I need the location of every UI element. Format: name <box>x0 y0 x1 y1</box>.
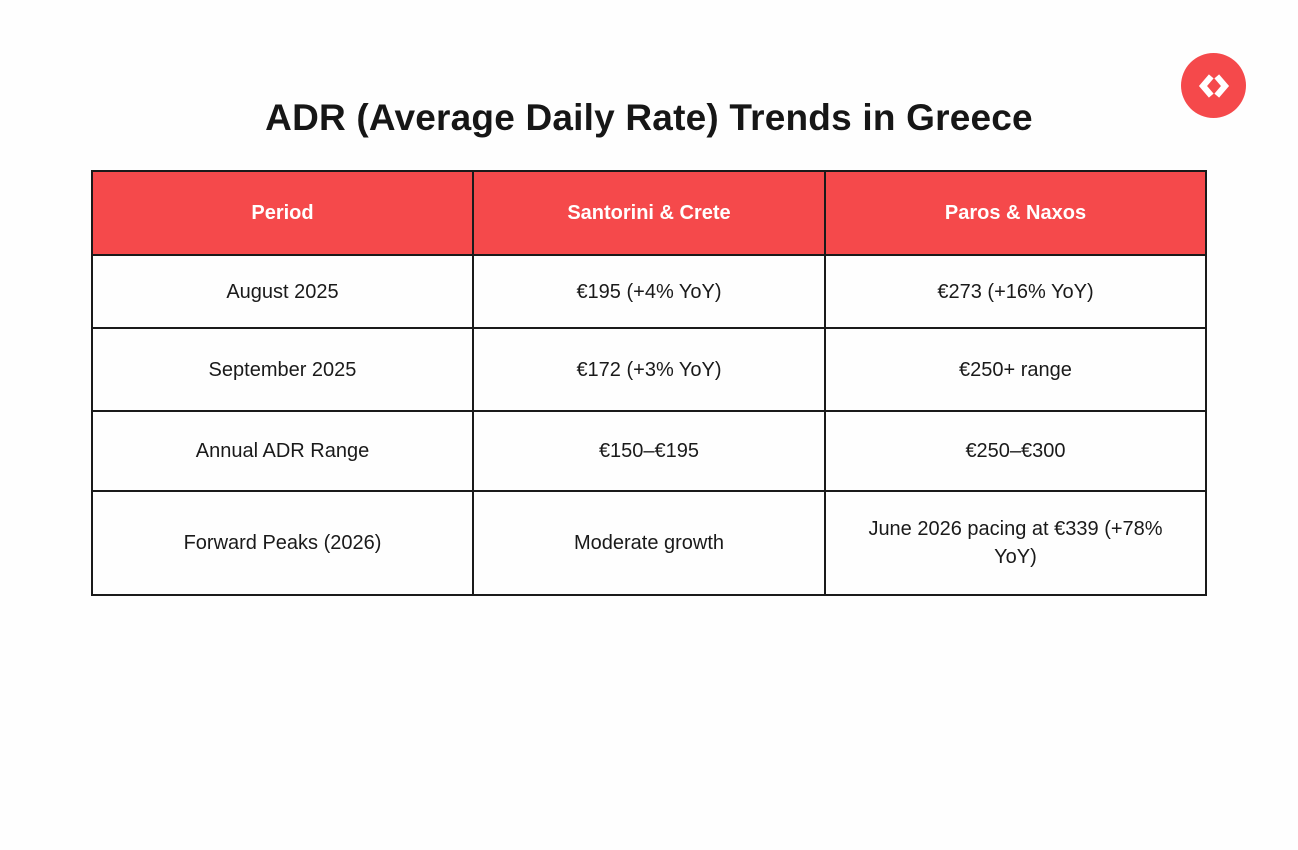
cell-santorini-crete: €172 (+3% YoY) <box>472 327 826 412</box>
cell-paros-naxos: €250–€300 <box>824 410 1207 492</box>
table-header-row: Period Santorini & Crete Paros & Naxos <box>91 170 1207 256</box>
cell-period: Forward Peaks (2026) <box>91 490 474 596</box>
cell-paros-naxos: June 2026 pacing at €339 (+78% YoY) <box>824 490 1207 596</box>
column-header-santorini-crete: Santorini & Crete <box>472 170 826 256</box>
code-brackets-logo <box>1181 53 1246 118</box>
table-row: September 2025 €172 (+3% YoY) €250+ rang… <box>91 327 1207 412</box>
cell-period: August 2025 <box>91 254 474 329</box>
cell-santorini-crete: €150–€195 <box>472 410 826 492</box>
table-row: Annual ADR Range €150–€195 €250–€300 <box>91 410 1207 492</box>
cell-santorini-crete: €195 (+4% YoY) <box>472 254 826 329</box>
column-header-paros-naxos: Paros & Naxos <box>824 170 1207 256</box>
cell-period: Annual ADR Range <box>91 410 474 492</box>
cell-santorini-crete: Moderate growth <box>472 490 826 596</box>
cell-paros-naxos: €273 (+16% YoY) <box>824 254 1207 329</box>
adr-trends-table: Period Santorini & Crete Paros & Naxos A… <box>91 170 1207 596</box>
column-header-period: Period <box>91 170 474 256</box>
table-row: August 2025 €195 (+4% YoY) €273 (+16% Yo… <box>91 254 1207 329</box>
code-brackets-icon <box>1192 64 1236 108</box>
page-title: ADR (Average Daily Rate) Trends in Greec… <box>265 97 1033 138</box>
cell-period: September 2025 <box>91 327 474 412</box>
cell-paros-naxos: €250+ range <box>824 327 1207 412</box>
table-row: Forward Peaks (2026) Moderate growth Jun… <box>91 490 1207 596</box>
